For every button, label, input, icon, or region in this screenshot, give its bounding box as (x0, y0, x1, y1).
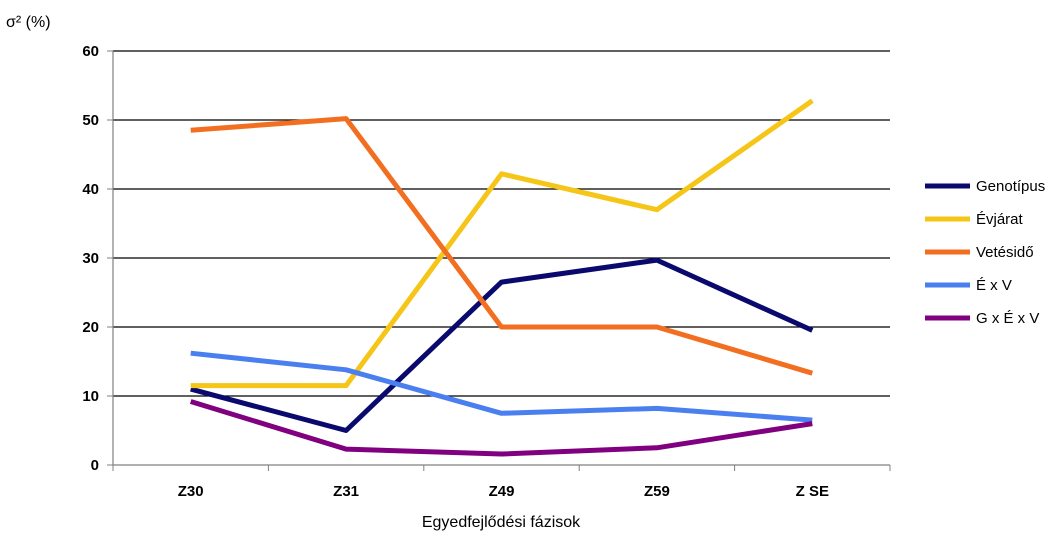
x-tick-label: Z59 (644, 483, 670, 500)
legend-label: Évjárat (976, 211, 1024, 228)
y-tick-label: 10 (82, 388, 99, 405)
y-tick-labels: 0 10 20 30 40 50 60 (82, 43, 99, 474)
y-tick-label: 50 (82, 112, 99, 129)
y-tick-label: 40 (82, 181, 99, 198)
legend-label: É x V (976, 277, 1012, 294)
y-tick-label: 20 (82, 319, 99, 336)
x-tick-label: Z30 (178, 483, 204, 500)
legend-label: Vetésidő (976, 244, 1034, 261)
series-lines (189, 98, 814, 457)
gridlines (107, 50, 890, 466)
y-tick-label: 0 (91, 457, 99, 474)
x-tick-label: Z49 (489, 483, 515, 500)
y-tick-label: 30 (82, 250, 99, 267)
x-axis-title: Egyedfejlődési fázisok (422, 514, 581, 531)
series-line-3 (190, 350, 813, 423)
legend-label: Genotípus (976, 178, 1045, 195)
series-line-2 (190, 116, 814, 376)
legend-label: G x É x V (976, 310, 1039, 327)
y-axis-title: σ² (%) (6, 14, 51, 31)
x-tick-label: Z31 (333, 483, 359, 500)
series-line-1 (190, 98, 814, 389)
axes (112, 51, 891, 471)
x-tick-label: Z SE (796, 483, 829, 500)
series-line-4 (189, 399, 813, 457)
x-tick-labels: Z30 Z31 Z49 Z59 Z SE (178, 483, 829, 500)
y-tick-label: 60 (82, 43, 99, 60)
legend: Genotípus Évjárat Vetésidő É x V G x É x V (925, 178, 1045, 327)
series-line-0 (190, 257, 814, 433)
